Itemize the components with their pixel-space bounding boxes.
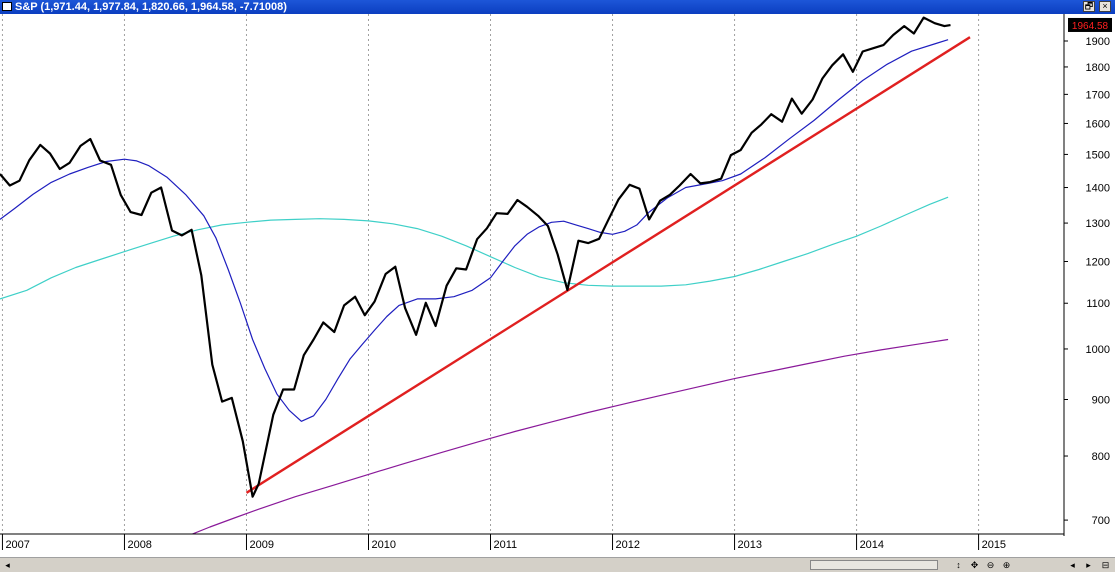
x-tick-label: 2014	[860, 539, 884, 551]
zoom-in-icon: ⊕	[1002, 560, 1011, 570]
x-tick-label: 2011	[494, 539, 518, 551]
x-tick-label: 2015	[982, 539, 1006, 551]
price-chart[interactable]: 700 800 900 1000 1100 1200 1300 1400 1500 1600 170…	[0, 14, 1115, 557]
y-tick-label: 900	[1092, 395, 1110, 407]
vertical-zoom-icon: ↕	[956, 560, 961, 570]
chart-background	[0, 14, 1115, 557]
x-tick-label: 2007	[5, 539, 29, 551]
pan-button[interactable]: ✥	[968, 559, 981, 571]
scroll-forward-button[interactable]: ▸	[1082, 559, 1095, 571]
series-group	[0, 16, 971, 534]
y-tick-label: 1600	[1086, 118, 1110, 130]
y-tick-label: 1200	[1086, 256, 1110, 268]
x-tick-label: 2013	[738, 539, 762, 551]
zoom-in-button[interactable]: ⊕	[1000, 559, 1013, 571]
chart-title: S&P (1,971.44, 1,977.84, 1,820.66, 1,964…	[15, 1, 287, 13]
pan-icon: ✥	[970, 560, 979, 570]
close-window-button[interactable]: ×	[1099, 1, 1111, 12]
y-tick-label: 1700	[1086, 89, 1110, 101]
scroll-left-button[interactable]: ◂	[1, 559, 14, 571]
series-ma-short	[0, 39, 949, 422]
zoom-vertical-button[interactable]: ↕	[952, 559, 965, 571]
zoom-out-icon: ⊖	[986, 560, 995, 570]
x-tick-label: 2009	[249, 539, 273, 551]
close-icon: ×	[1102, 1, 1108, 11]
window-icon	[2, 2, 12, 11]
series-price	[0, 16, 951, 498]
series-ma-long	[190, 338, 949, 534]
last-price-label: 1964.58	[1072, 21, 1109, 32]
y-tick-label: 700	[1092, 515, 1110, 527]
layout-icon: ⊟	[1101, 560, 1110, 570]
chart-window-titlebar[interactable]: S&P (1,971.44, 1,977.84, 1,820.66, 1,964…	[0, 0, 1115, 14]
y-tick-label: 1400	[1086, 183, 1110, 195]
y-tick-label: 1000	[1086, 344, 1110, 356]
layout-button[interactable]: ⊟	[1099, 559, 1112, 571]
scroll-forward-icon: ▸	[1086, 560, 1091, 570]
y-tick-label: 1100	[1086, 298, 1110, 310]
y-tick-label: 1500	[1086, 149, 1110, 161]
zoom-out-button[interactable]: ⊖	[984, 559, 997, 571]
scroll-thumb[interactable]	[810, 560, 938, 570]
y-tick-label: 1900	[1086, 36, 1110, 48]
y-tick-label: 1300	[1086, 218, 1110, 230]
scroll-back-icon: ◂	[1070, 560, 1075, 570]
y-tick-label: 1800	[1086, 62, 1110, 74]
scroll-left-icon: ◂	[5, 560, 10, 570]
last-price-marker	[1068, 17, 1112, 32]
x-tick-label: 2012	[616, 539, 640, 551]
horizontal-scrollbar[interactable]: ◂ ↕ ✥ ⊖ ⊕ ◂ ▸ ⊟	[0, 557, 1115, 572]
x-tick-label: 2008	[127, 539, 151, 551]
x-tick-label: 2010	[371, 539, 395, 551]
series-trendline	[245, 36, 971, 494]
series-ma-medium	[0, 196, 949, 300]
restore-icon: 🗗	[1084, 1, 1094, 11]
y-tick-label: 800	[1092, 451, 1110, 463]
restore-window-button[interactable]: 🗗	[1083, 1, 1095, 12]
scroll-back-button[interactable]: ◂	[1066, 559, 1079, 571]
